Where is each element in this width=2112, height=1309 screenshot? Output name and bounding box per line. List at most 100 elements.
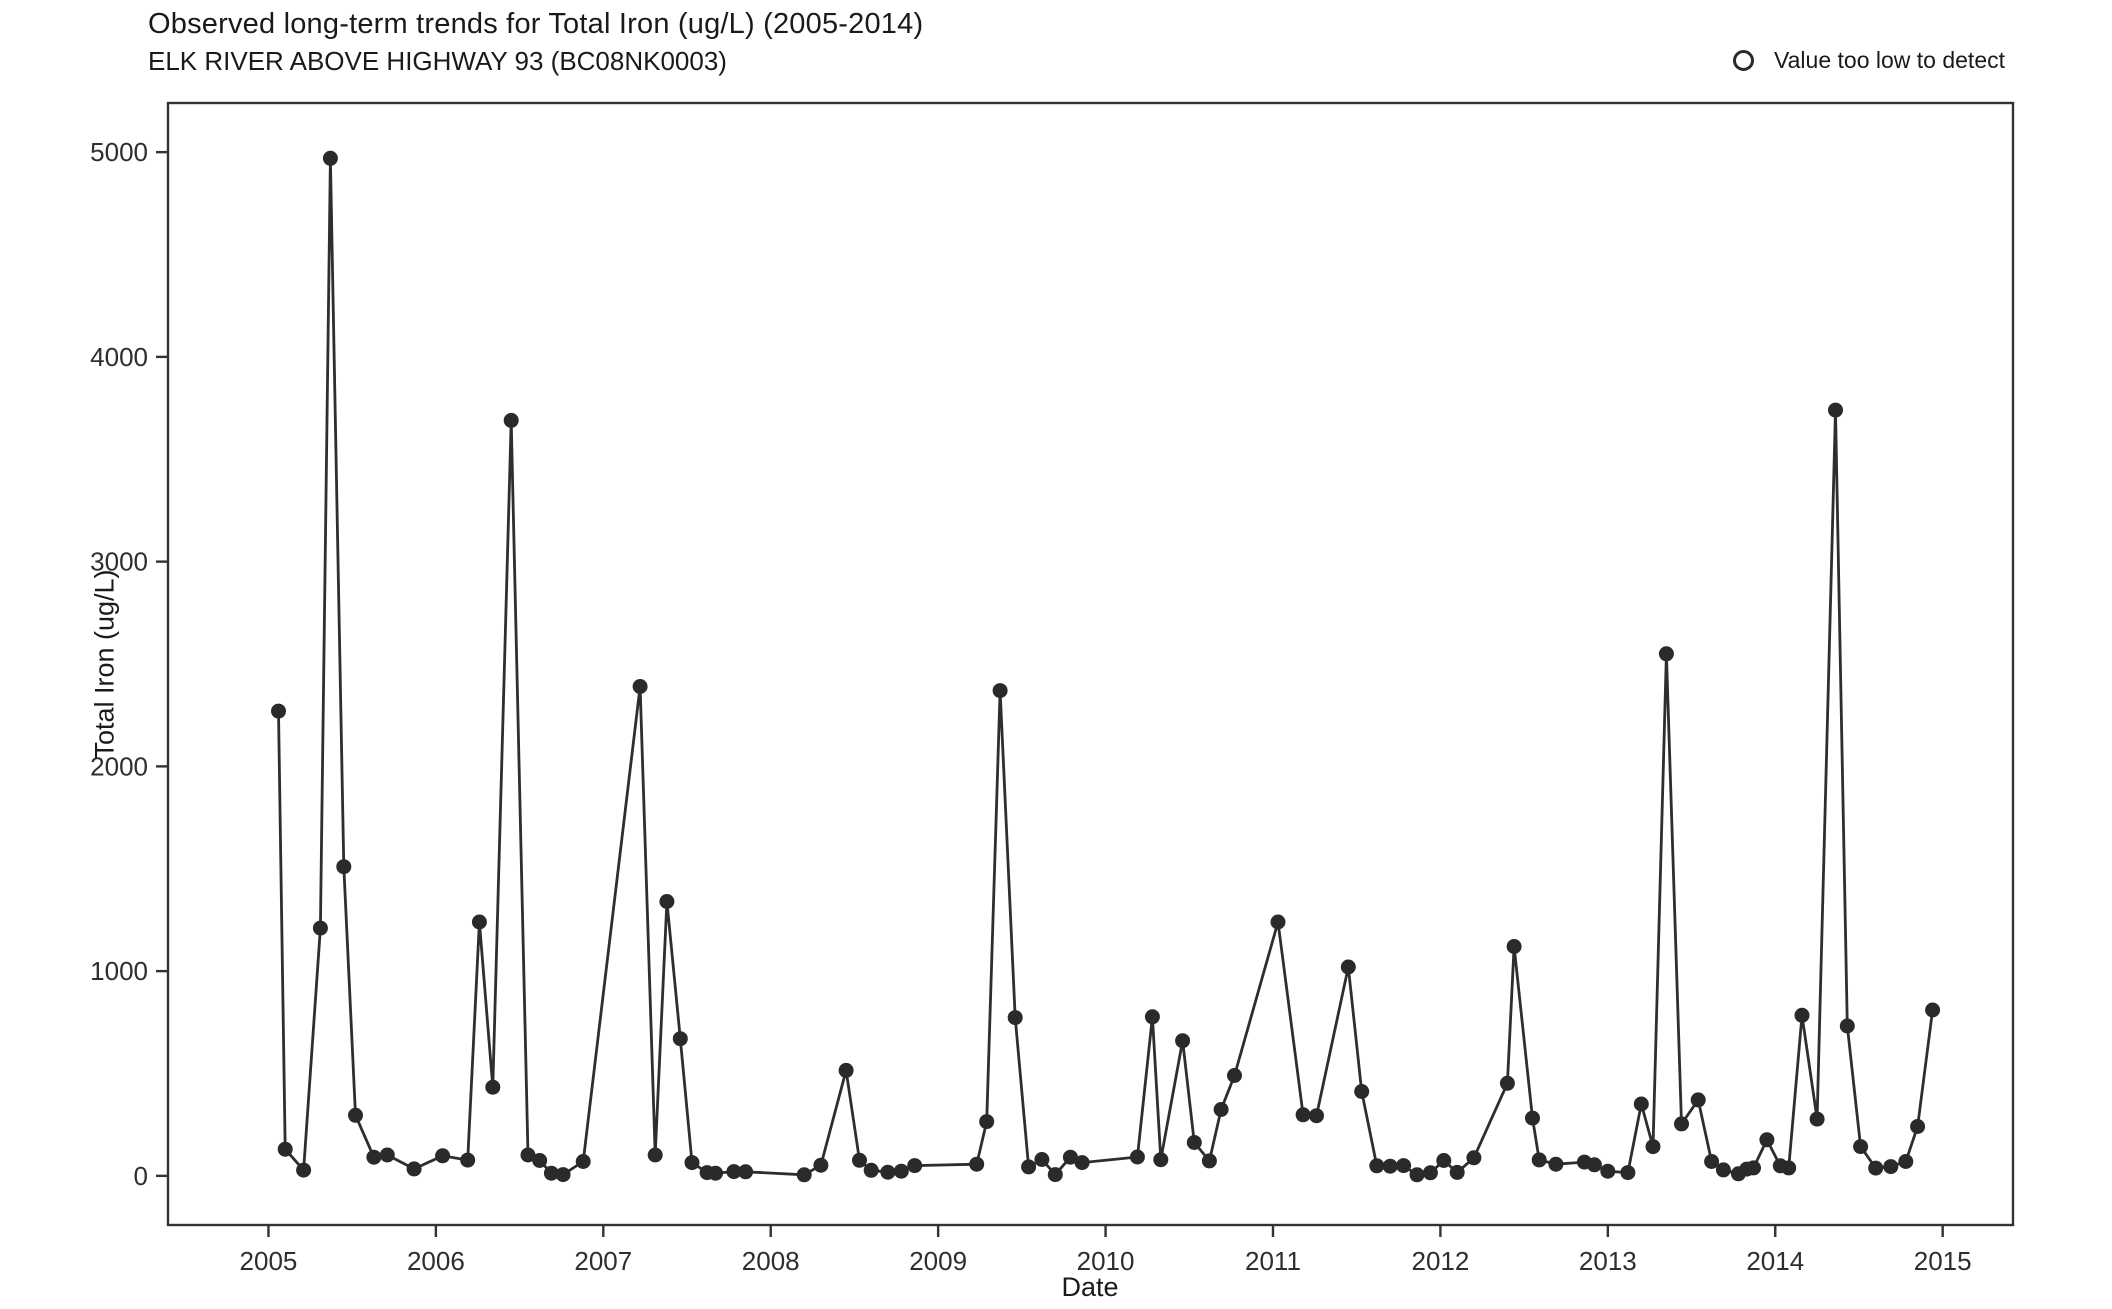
data-point xyxy=(1175,1033,1191,1049)
x-tick-label: 2007 xyxy=(574,1246,632,1276)
data-point xyxy=(1007,1010,1023,1026)
x-tick-label: 2010 xyxy=(1077,1246,1135,1276)
x-tick-label: 2009 xyxy=(909,1246,967,1276)
data-point xyxy=(1828,402,1843,418)
data-point xyxy=(1227,1068,1242,1083)
data-point xyxy=(1129,1149,1145,1165)
y-tick-label: 0 xyxy=(134,1161,148,1191)
data-point xyxy=(1369,1158,1385,1174)
x-tick-label: 2014 xyxy=(1746,1246,1804,1276)
data-point xyxy=(348,1107,363,1123)
x-tick-label: 2012 xyxy=(1411,1246,1469,1276)
data-point xyxy=(1506,939,1522,954)
data-point xyxy=(503,412,519,428)
data-point xyxy=(647,1147,663,1163)
data-point xyxy=(1645,1139,1661,1155)
legend: Value too low to detect xyxy=(1733,47,2005,74)
data-point xyxy=(296,1162,312,1178)
data-point xyxy=(1674,1116,1689,1132)
data-point xyxy=(1034,1152,1050,1167)
data-point xyxy=(379,1147,395,1163)
data-point xyxy=(1186,1135,1202,1150)
data-point xyxy=(1422,1165,1438,1181)
data-point xyxy=(796,1167,812,1183)
data-point xyxy=(1658,646,1674,662)
data-point xyxy=(1620,1165,1636,1181)
data-point xyxy=(336,859,352,875)
data-point xyxy=(471,914,487,930)
data-point xyxy=(1781,1160,1797,1176)
data-point xyxy=(1548,1156,1564,1172)
data-point xyxy=(1704,1154,1720,1169)
x-axis-title: Date xyxy=(1061,1272,1119,1302)
data-point xyxy=(406,1161,422,1177)
data-point xyxy=(485,1079,501,1095)
data-point xyxy=(1466,1150,1482,1166)
data-point xyxy=(1883,1159,1899,1175)
data-point xyxy=(532,1153,548,1168)
x-tick-label: 2011 xyxy=(1245,1246,1301,1276)
data-point xyxy=(1868,1160,1884,1176)
open-circle-icon xyxy=(1733,50,1754,71)
data-point xyxy=(1309,1108,1324,1124)
data-point xyxy=(460,1152,476,1168)
chart-title: Observed long-term trends for Total Iron… xyxy=(148,8,924,40)
data-point xyxy=(271,703,286,719)
data-point xyxy=(1047,1167,1063,1183)
y-tick-label: 5000 xyxy=(90,137,148,167)
data-point xyxy=(435,1148,451,1164)
data-point xyxy=(684,1155,700,1171)
data-point xyxy=(1525,1110,1540,1126)
data-point xyxy=(575,1154,591,1169)
data-point xyxy=(1295,1107,1311,1123)
data-point xyxy=(726,1164,742,1180)
data-point xyxy=(992,683,1008,699)
data-point xyxy=(1499,1075,1515,1091)
data-point xyxy=(813,1157,829,1173)
data-point xyxy=(312,920,328,936)
data-point xyxy=(1074,1155,1090,1171)
data-point xyxy=(838,1062,854,1078)
data-point xyxy=(632,679,648,694)
data-point xyxy=(1898,1154,1914,1169)
y-tick-label: 4000 xyxy=(90,342,148,372)
data-point xyxy=(1633,1096,1649,1112)
data-point xyxy=(1794,1007,1810,1023)
x-tick-label: 2013 xyxy=(1579,1246,1637,1276)
data-point xyxy=(1021,1159,1037,1175)
data-point xyxy=(880,1164,896,1180)
data-point xyxy=(852,1152,867,1168)
y-tick-label: 2000 xyxy=(90,751,148,781)
data-point xyxy=(277,1141,293,1157)
series-line xyxy=(277,156,1934,1177)
data-point xyxy=(1382,1158,1398,1174)
y-axis-title: Total Iron (ug/L) xyxy=(89,569,120,759)
x-tick-label: 2006 xyxy=(407,1246,465,1276)
data-point xyxy=(1925,1002,1941,1018)
data-point xyxy=(979,1114,995,1130)
data-point xyxy=(1809,1111,1825,1127)
data-point xyxy=(708,1165,723,1181)
y-tick-label: 1000 xyxy=(90,956,148,986)
data-point xyxy=(893,1163,909,1179)
data-point xyxy=(1213,1102,1229,1117)
data-point xyxy=(672,1031,688,1047)
data-point xyxy=(520,1147,536,1163)
data-point xyxy=(1062,1149,1078,1165)
legend-label: Value too low to detect xyxy=(1774,47,2005,73)
data-point xyxy=(1746,1160,1761,1176)
data-point xyxy=(1153,1152,1169,1168)
data-point xyxy=(1690,1092,1706,1108)
data-point xyxy=(366,1149,382,1165)
x-tick-label: 2005 xyxy=(240,1246,298,1276)
data-point xyxy=(907,1158,923,1174)
data-point xyxy=(1201,1153,1217,1169)
x-tick-label: 2008 xyxy=(742,1246,800,1276)
data-point xyxy=(322,150,338,166)
data-point xyxy=(1396,1158,1412,1174)
data-point xyxy=(555,1167,571,1183)
data-point xyxy=(1340,959,1356,975)
data-point xyxy=(969,1156,985,1172)
y-tick-label: 3000 xyxy=(90,547,148,577)
